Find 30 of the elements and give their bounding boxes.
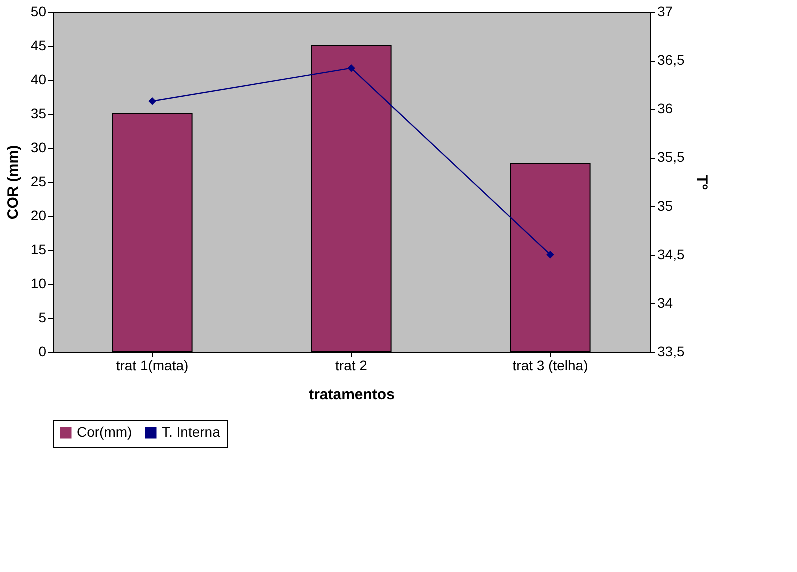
y-tick-label: 25 (30, 174, 47, 190)
y-tick-label: 30 (30, 140, 47, 156)
y-tick-label: 35 (30, 106, 47, 122)
y2-tick-label: 34,5 (658, 246, 685, 262)
y2-tick-label: 36 (658, 100, 674, 117)
legend-label: Cor(mm) (77, 424, 132, 440)
y-axis-title: COR (mm) (4, 145, 22, 220)
point (348, 64, 356, 72)
y2-tick-label: 35 (658, 198, 674, 214)
y2-tick-label: 35,5 (658, 149, 685, 166)
y-tick-label: 20 (30, 208, 47, 224)
y-tick-label: 5 (38, 310, 47, 326)
point (148, 98, 156, 106)
y-tick-label: 40 (30, 72, 47, 88)
y-tick-label: 10 (30, 276, 47, 292)
y2-tick-label: 37 (658, 4, 674, 20)
x-tick-label: trat 3 (telha) (512, 358, 588, 374)
legend-label: T. Interna (162, 424, 221, 440)
x-tick-label: trat 1(mata) (116, 358, 189, 374)
y-tick-label: 50 (30, 4, 47, 20)
x-tick-label: trat 2 (336, 358, 368, 374)
x-axis-title: tratamentos (309, 386, 395, 404)
y2-tick-label: 34 (658, 294, 674, 311)
y2-axis-title: Tº (694, 175, 711, 190)
y-tick-label: 0 (38, 344, 47, 360)
y2-tick-label: 33,5 (658, 344, 685, 360)
y2-tick-label: 36,5 (658, 52, 685, 68)
y-tick-label: 15 (30, 242, 47, 258)
point (546, 250, 554, 259)
y-tick-label: 45 (30, 38, 47, 54)
